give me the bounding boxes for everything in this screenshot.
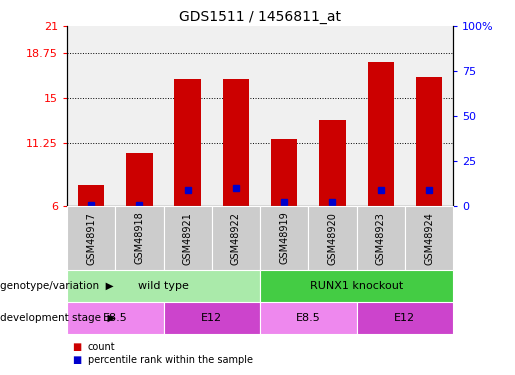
Text: GSM48920: GSM48920	[328, 211, 337, 265]
Text: GSM48922: GSM48922	[231, 211, 241, 265]
Text: E12: E12	[394, 313, 416, 323]
Bar	[368, 62, 394, 206]
Text: RUNX1 knockout: RUNX1 knockout	[310, 281, 403, 291]
Text: ■: ■	[72, 355, 81, 365]
Text: ■: ■	[72, 342, 81, 352]
Bar	[260, 206, 308, 270]
Text: GSM48919: GSM48919	[279, 212, 289, 264]
Bar	[308, 206, 356, 270]
Text: wild type: wild type	[138, 281, 189, 291]
Text: GSM48924: GSM48924	[424, 211, 434, 265]
Text: development stage  ▶: development stage ▶	[0, 313, 115, 323]
Bar	[405, 206, 453, 270]
Text: GSM48921: GSM48921	[183, 211, 193, 265]
Text: genotype/variation  ▶: genotype/variation ▶	[0, 281, 114, 291]
Bar	[212, 206, 260, 270]
Text: GSM48917: GSM48917	[86, 211, 96, 265]
Bar	[115, 206, 163, 270]
Bar	[67, 206, 115, 270]
Bar	[163, 302, 260, 334]
Bar	[222, 79, 249, 206]
Text: GSM48923: GSM48923	[376, 211, 386, 265]
Bar	[163, 206, 212, 270]
Title: GDS1511 / 1456811_at: GDS1511 / 1456811_at	[179, 10, 341, 24]
Text: GSM48918: GSM48918	[134, 212, 144, 264]
Bar	[260, 270, 453, 302]
Text: count: count	[88, 342, 115, 352]
Bar	[260, 302, 356, 334]
Bar	[175, 79, 201, 206]
Text: E8.5: E8.5	[296, 313, 321, 323]
Bar	[126, 153, 152, 206]
Bar	[67, 270, 260, 302]
Bar	[271, 139, 298, 206]
Bar	[356, 302, 453, 334]
Bar	[78, 184, 105, 206]
Bar	[67, 302, 163, 334]
Text: percentile rank within the sample: percentile rank within the sample	[88, 355, 252, 365]
Text: E12: E12	[201, 313, 222, 323]
Bar	[319, 120, 346, 206]
Bar	[416, 76, 442, 206]
Bar	[356, 206, 405, 270]
Text: E8.5: E8.5	[103, 313, 128, 323]
